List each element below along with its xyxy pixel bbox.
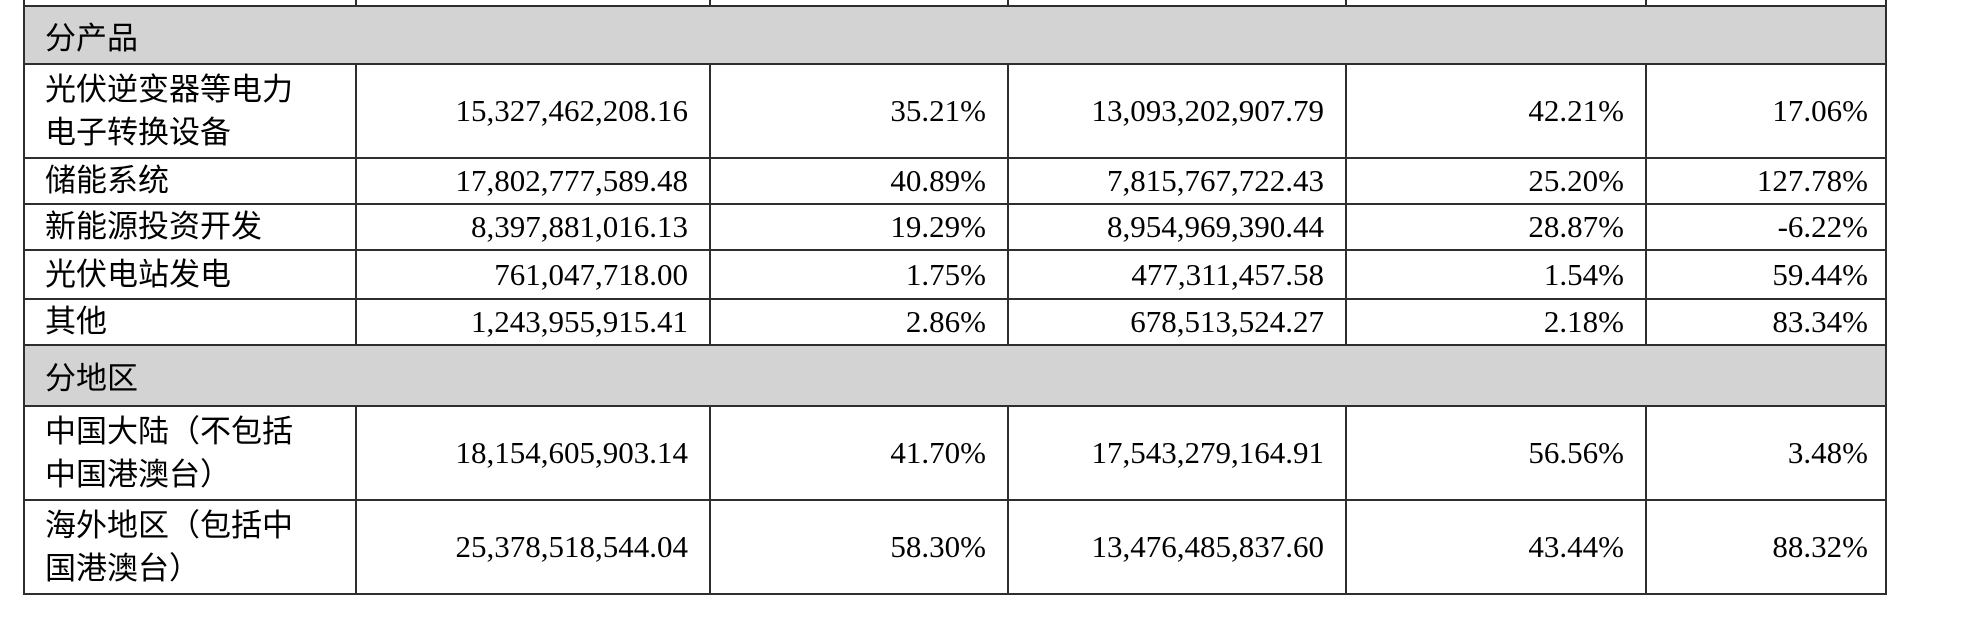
percent-cell: -6.22%	[1645, 205, 1889, 249]
percent-cell: 1.75%	[709, 251, 1007, 298]
table-top-stub-row	[23, 0, 1887, 5]
percent-cell: 88.32%	[1645, 501, 1889, 593]
amount-cell: 18,154,605,903.14	[355, 407, 709, 499]
percent-cell: 1.54%	[1345, 251, 1645, 298]
section-header-by-product: 分产品	[25, 7, 1885, 65]
stub-cell	[709, 0, 1007, 5]
amount-cell: 7,815,767,722.43	[1007, 159, 1345, 203]
table-body: 分产品 光伏逆变器等电力 电子转换设备 15,327,462,208.16 35…	[23, 5, 1887, 595]
percent-cell: 127.78%	[1645, 159, 1889, 203]
row-label-cell: 新能源投资开发	[45, 209, 262, 245]
amount-cell: 25,378,518,544.04	[355, 501, 709, 593]
amount-cell: 17,543,279,164.91	[1007, 407, 1345, 499]
amount-cell: 15,327,462,208.16	[355, 65, 709, 157]
percent-cell: 59.44%	[1645, 251, 1889, 298]
amount-cell: 1,243,955,915.41	[355, 300, 709, 344]
section-title: 分产品	[45, 20, 138, 56]
section-title: 分地区	[45, 361, 138, 396]
percent-cell: 40.89%	[709, 159, 1007, 203]
row-label-cell: 海外地区（包括中 国港澳台）	[45, 507, 293, 586]
percent-cell: 2.18%	[1345, 300, 1645, 344]
table-row-others: 其他 1,243,955,915.41 2.86% 678,513,524.27…	[25, 300, 1885, 346]
amount-cell: 8,954,969,390.44	[1007, 205, 1345, 249]
table-row-pv-power-generation: 光伏电站发电 761,047,718.00 1.75% 477,311,457.…	[25, 251, 1885, 300]
amount-cell: 761,047,718.00	[355, 251, 709, 298]
percent-cell: 28.87%	[1345, 205, 1645, 249]
table-row-overseas: 海外地区（包括中 国港澳台） 25,378,518,544.04 58.30% …	[25, 501, 1885, 593]
percent-cell: 43.44%	[1345, 501, 1645, 593]
stub-cell	[1007, 0, 1345, 5]
amount-cell: 13,093,202,907.79	[1007, 65, 1345, 157]
amount-cell: 477,311,457.58	[1007, 251, 1345, 298]
row-label-cell: 光伏逆变器等电力 电子转换设备	[45, 71, 293, 150]
stub-cell	[1645, 0, 1889, 5]
percent-cell: 3.48%	[1645, 407, 1889, 499]
stub-cell	[1345, 0, 1645, 5]
percent-cell: 2.86%	[709, 300, 1007, 344]
table-row-energy-storage: 储能系统 17,802,777,589.48 40.89% 7,815,767,…	[25, 159, 1885, 205]
stub-cell	[355, 0, 709, 5]
row-label-cell: 光伏电站发电	[45, 256, 231, 292]
percent-cell: 25.20%	[1345, 159, 1645, 203]
amount-cell: 8,397,881,016.13	[355, 205, 709, 249]
table-row-new-energy-investment: 新能源投资开发 8,397,881,016.13 19.29% 8,954,96…	[25, 205, 1885, 251]
stub-cell	[25, 0, 355, 5]
table-row-mainland-china: 中国大陆（不包括 中国港澳台） 18,154,605,903.14 41.70%…	[25, 407, 1885, 501]
row-label-cell: 储能系统	[45, 163, 169, 199]
percent-cell: 42.21%	[1345, 65, 1645, 157]
section-header-by-region: 分地区	[25, 346, 1885, 407]
revenue-breakdown-table: 分产品 光伏逆变器等电力 电子转换设备 15,327,462,208.16 35…	[23, 0, 1887, 595]
percent-cell: 19.29%	[709, 205, 1007, 249]
percent-cell: 17.06%	[1645, 65, 1889, 157]
amount-cell: 13,476,485,837.60	[1007, 501, 1345, 593]
table-row-pv-inverters: 光伏逆变器等电力 电子转换设备 15,327,462,208.16 35.21%…	[25, 65, 1885, 159]
amount-cell: 678,513,524.27	[1007, 300, 1345, 344]
percent-cell: 56.56%	[1345, 407, 1645, 499]
percent-cell: 58.30%	[709, 501, 1007, 593]
percent-cell: 83.34%	[1645, 300, 1889, 344]
percent-cell: 41.70%	[709, 407, 1007, 499]
row-label-cell: 其他	[45, 304, 107, 340]
percent-cell: 35.21%	[709, 65, 1007, 157]
amount-cell: 17,802,777,589.48	[355, 159, 709, 203]
row-label-cell: 中国大陆（不包括 中国港澳台）	[45, 413, 293, 492]
